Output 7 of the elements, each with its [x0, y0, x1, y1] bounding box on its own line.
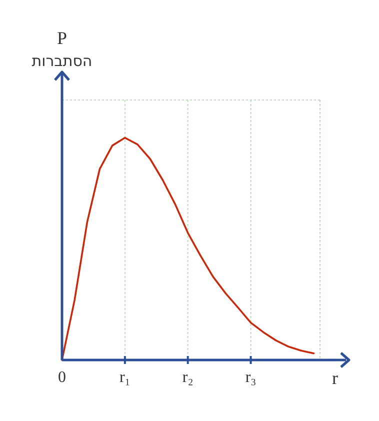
y-axis-title: P	[56, 28, 68, 48]
x-tick-label: r₁	[119, 369, 130, 386]
x-tick-label: r₃	[245, 369, 256, 386]
text: הסתברות	[32, 52, 92, 70]
x-axis-title: r	[332, 368, 338, 388]
x-tick-label: 0	[58, 369, 66, 386]
x-tick-label: r₂	[182, 369, 194, 386]
